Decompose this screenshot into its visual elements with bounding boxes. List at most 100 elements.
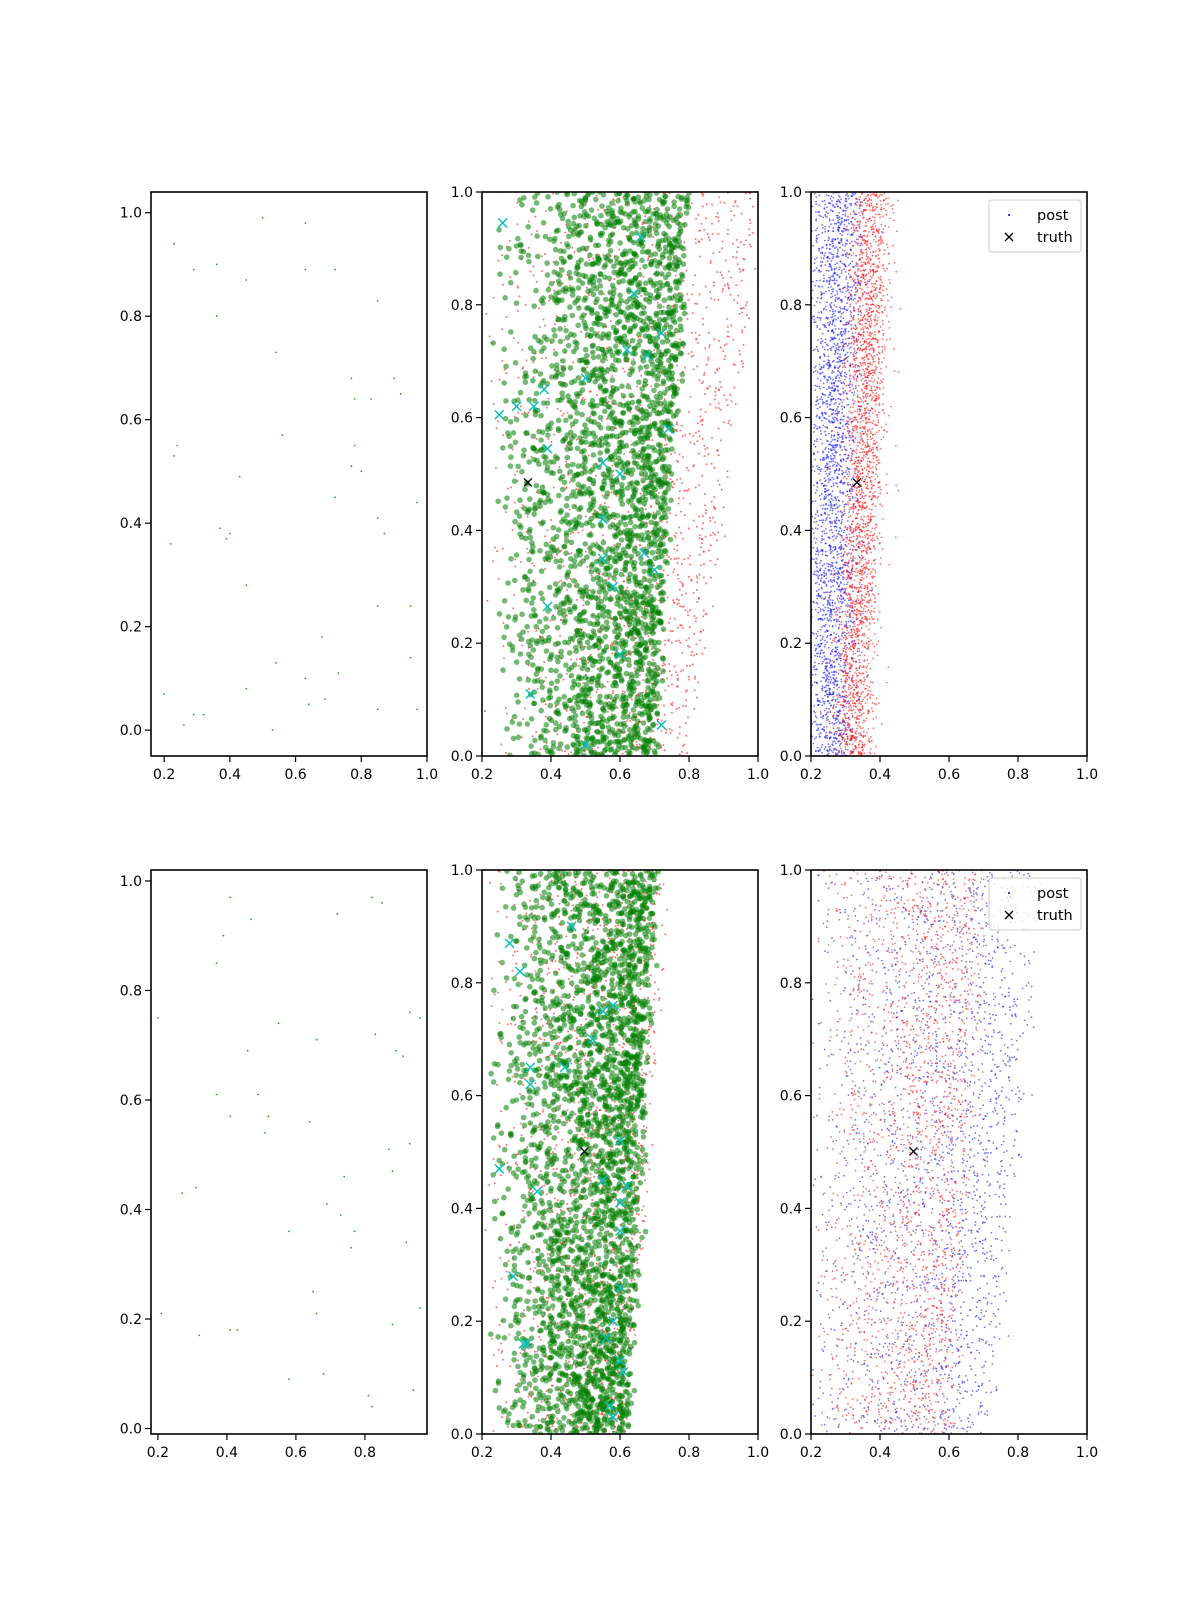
post-point — [820, 493, 823, 495]
green-sample-point — [570, 722, 577, 729]
green-sample-point — [597, 652, 603, 659]
red-sample-point — [677, 497, 680, 500]
post-point — [844, 245, 847, 247]
green-sample-point — [641, 576, 648, 582]
green-sample-point — [539, 446, 545, 453]
red-sample-point — [749, 245, 752, 248]
x-tick-label: 0.8 — [350, 767, 372, 783]
post-point — [836, 475, 839, 478]
red-sample-point — [737, 371, 740, 374]
green-sample-point — [561, 437, 567, 443]
red-sample-point — [501, 547, 504, 550]
red-sample-point — [684, 609, 687, 612]
green-sample-point — [596, 637, 603, 644]
post-point — [802, 747, 804, 749]
green-sample-point — [653, 620, 659, 627]
green-sample-point — [683, 210, 690, 216]
green-sample-point — [600, 587, 607, 593]
green-sample-point — [659, 678, 666, 684]
red-sample-point — [560, 579, 563, 582]
red-sample-point — [680, 624, 683, 627]
green-sample-point — [581, 454, 588, 460]
post-point — [852, 299, 855, 301]
red-sample-point — [607, 506, 610, 509]
green-sample-point — [627, 750, 633, 756]
post-point — [846, 302, 848, 304]
red-sample-point — [728, 270, 731, 273]
green-sample-point — [660, 590, 667, 597]
green-sample-point — [665, 271, 672, 278]
post-point — [827, 194, 830, 197]
green-sample-point — [534, 233, 540, 239]
green-sample-point — [634, 718, 641, 725]
green-sample-point — [608, 453, 615, 460]
green-sample-point — [543, 648, 550, 654]
red-sample-point — [497, 259, 500, 262]
post-point — [813, 521, 816, 523]
cyan-x-marker — [608, 581, 619, 592]
post-point — [817, 611, 820, 614]
post-point — [840, 341, 842, 344]
green-sample-point — [571, 214, 578, 221]
green-sample-point — [633, 512, 639, 519]
green-sample-point — [624, 192, 630, 198]
green-sample-point — [560, 358, 566, 364]
green-sample-point — [660, 626, 667, 632]
post-point — [814, 370, 817, 372]
green-sample-point — [630, 679, 637, 685]
green-sample-point — [497, 244, 504, 251]
green-sample-point — [680, 261, 687, 267]
green-sample-point — [533, 482, 540, 489]
green-sample-point — [526, 397, 532, 403]
red-sample-point — [725, 343, 728, 345]
post-point — [812, 465, 814, 468]
red-sample-point — [521, 413, 524, 415]
red-sample-point — [535, 438, 538, 441]
red-sample-point — [538, 326, 541, 328]
green-sample-point — [628, 559, 634, 565]
red-sample-point — [678, 453, 681, 456]
post-point — [814, 681, 816, 683]
red-sample-point — [517, 286, 520, 289]
green-sample-point — [612, 616, 618, 622]
red-sample-point — [582, 599, 585, 602]
green-sample-point — [655, 291, 662, 298]
red-sample-point — [490, 380, 493, 383]
green-sample-point — [667, 403, 673, 409]
red-sample-point — [561, 749, 564, 752]
red-sample-point — [658, 599, 661, 602]
red-sample-point — [740, 360, 743, 363]
red-sample-point — [664, 444, 666, 446]
green-sample-point — [571, 226, 578, 233]
green-sample-point — [611, 714, 617, 720]
green-sample-point — [549, 338, 555, 344]
green-sample-point — [621, 333, 628, 339]
red-sample-point — [518, 295, 521, 298]
green-sample-point — [654, 357, 661, 364]
red-sample-point — [682, 497, 685, 500]
red-sample-point — [711, 516, 714, 519]
red-sample-point — [726, 470, 729, 473]
green-sample-point — [574, 627, 580, 634]
red-sample-point — [705, 306, 708, 309]
green-sample-point — [672, 303, 679, 310]
green-sample-point — [630, 360, 637, 366]
green-sample-point — [630, 609, 637, 615]
green-sample-point — [652, 486, 658, 493]
green-sample-point — [638, 579, 644, 586]
post-point — [839, 464, 841, 467]
red-sample-point — [532, 274, 535, 277]
red-sample-point — [670, 729, 673, 732]
red-sample-point — [722, 506, 725, 509]
green-sample-point — [663, 334, 670, 340]
post-point — [818, 385, 821, 388]
post-point — [855, 265, 857, 267]
green-sample-point — [648, 258, 655, 265]
red-sample-point — [676, 736, 679, 739]
red-sample-point — [707, 331, 710, 334]
red-sample-point — [572, 361, 575, 364]
red-sample-point — [676, 379, 679, 382]
green-sample-point — [538, 412, 544, 419]
green-sample-point — [605, 335, 612, 341]
red-sample-point — [679, 580, 682, 583]
